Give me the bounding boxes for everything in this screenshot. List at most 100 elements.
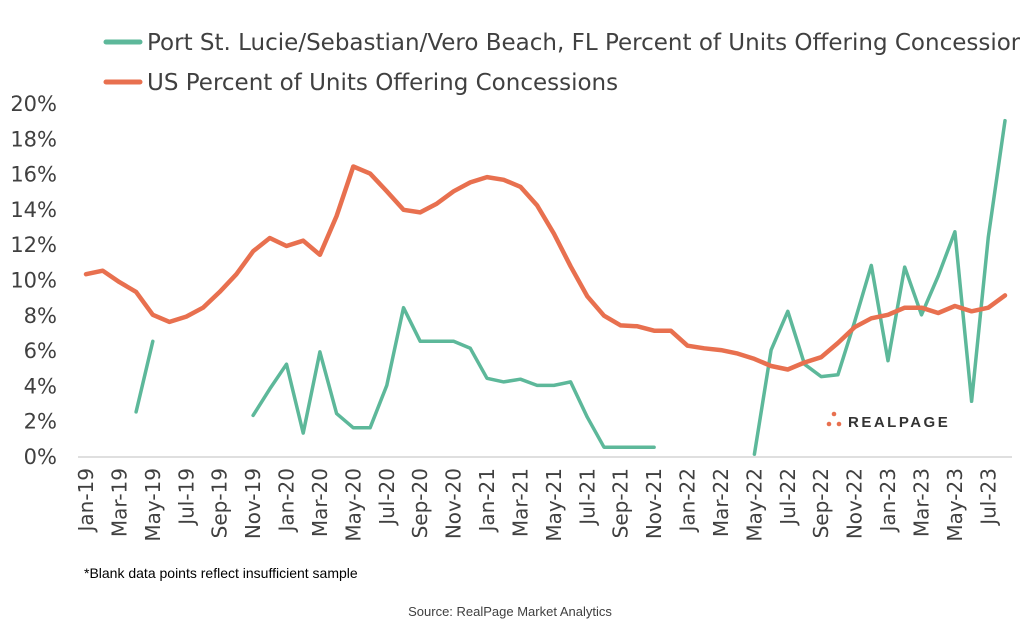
series-1-point <box>252 414 255 417</box>
x-tick-label: Mar-22 <box>709 468 733 537</box>
y-tick-label: 10% <box>10 269 57 293</box>
series-2-point <box>318 253 321 256</box>
y-axis: 0% 2% 4% 6% 8% 10% 12% 14% 16% 18% 20% <box>10 92 57 469</box>
series-1-point <box>987 236 990 239</box>
series-2-point <box>335 215 338 218</box>
x-tick-label: Mar-23 <box>909 468 933 537</box>
series-1-point <box>970 400 973 403</box>
x-tick-label: Jul-19 <box>174 468 198 527</box>
series-1-line <box>251 305 656 449</box>
x-tick-label: Sep-20 <box>408 468 432 538</box>
series-2-point <box>569 265 572 268</box>
y-tick-label: 0% <box>24 445 57 469</box>
x-tick-label: Jan-19 <box>74 468 98 534</box>
x-tick-label: Nov-21 <box>642 468 666 539</box>
series-1-point <box>318 350 321 353</box>
series-2-point <box>770 365 773 368</box>
series-1-point <box>285 363 288 366</box>
series-1-point <box>786 310 789 313</box>
series-2-point <box>803 361 806 364</box>
series-1-line <box>134 339 155 414</box>
series-2-point <box>452 190 455 193</box>
legend-label-series-1: Port St. Lucie/Sebastian/Vero Beach, FL … <box>147 30 1020 56</box>
series-2-point <box>853 326 856 329</box>
series-1-point <box>619 446 622 449</box>
x-tick-label: Nov-20 <box>442 468 466 539</box>
x-tick-label: May-21 <box>542 468 566 542</box>
series-1-point <box>636 446 639 449</box>
series-1-point <box>887 359 890 362</box>
series-2-point <box>202 306 205 309</box>
series-2-point <box>85 273 88 276</box>
series-1-point <box>268 387 271 390</box>
x-tick-label: Jan-23 <box>876 468 900 534</box>
series-1-point <box>870 264 873 267</box>
series-2-point <box>619 324 622 327</box>
series-2-point <box>970 310 973 313</box>
series-1-point <box>536 384 539 387</box>
series-2-point <box>118 281 121 284</box>
series-1-point <box>853 320 856 323</box>
series-2-point <box>937 312 940 315</box>
series-1-point <box>352 426 355 429</box>
series-2-point <box>669 329 672 332</box>
series-2-point <box>218 290 221 293</box>
series-2-point <box>753 357 756 360</box>
series-2-point <box>820 356 823 359</box>
series-2-point <box>235 273 238 276</box>
series-2-point <box>519 185 522 188</box>
series-1-point <box>486 377 489 380</box>
series-1-point <box>502 380 505 383</box>
series-2-point <box>870 317 873 320</box>
series-2-point <box>636 325 639 328</box>
series-1-point <box>937 275 940 278</box>
series-1-point <box>369 426 372 429</box>
x-tick-label: Mar-20 <box>308 468 332 537</box>
series-1-point <box>519 378 522 381</box>
series-1-point <box>469 347 472 350</box>
series-2-point <box>987 306 990 309</box>
y-tick-label: 4% <box>24 374 57 398</box>
series-2-point <box>168 320 171 323</box>
x-tick-label: Jul-22 <box>776 468 800 527</box>
x-tick-label: Sep-21 <box>609 468 633 538</box>
series-2-point <box>151 313 154 316</box>
legend: Port St. Lucie/Sebastian/Vero Beach, FL … <box>103 30 1020 96</box>
series-1-point <box>1004 119 1007 122</box>
series-1-point <box>135 410 138 413</box>
series-1-point <box>903 266 906 269</box>
series-2-point <box>502 178 505 181</box>
series-group <box>83 118 1008 456</box>
series-1-point <box>335 412 338 415</box>
series-2 <box>83 164 1008 372</box>
series-2-point <box>536 204 539 207</box>
series-1-point <box>586 416 589 419</box>
series-1 <box>134 118 1007 456</box>
series-2-point <box>552 232 555 235</box>
series-1-point <box>151 340 154 343</box>
realpage-logo: REALPAGE <box>826 411 948 431</box>
series-2-point <box>252 250 255 253</box>
series-2-point <box>736 352 739 355</box>
x-tick-label: Jul-20 <box>375 468 399 527</box>
y-tick-label: 14% <box>10 198 57 222</box>
x-tick-label: Mar-21 <box>508 468 532 537</box>
series-1-point <box>385 384 388 387</box>
series-1-point <box>552 384 555 387</box>
x-tick-label: May-23 <box>943 468 967 542</box>
footnote: *Blank data points reflect insufficient … <box>84 565 358 581</box>
series-2-point <box>135 290 138 293</box>
logo-dot-right <box>836 421 842 427</box>
series-2-point <box>101 269 104 272</box>
series-1-point <box>302 432 305 435</box>
x-tick-label: Sep-19 <box>208 468 232 538</box>
x-tick-label: May-19 <box>141 468 165 542</box>
series-2-point <box>1004 294 1007 297</box>
series-2-point <box>268 237 271 240</box>
series-2-point <box>402 208 405 211</box>
series-2-point <box>887 313 890 316</box>
series-2-point <box>686 344 689 347</box>
x-axis: Jan-19 Mar-19 May-19 Jul-19 Sep-19 Nov-19 Jan-… <box>74 456 1012 542</box>
series-2-point <box>302 239 305 242</box>
